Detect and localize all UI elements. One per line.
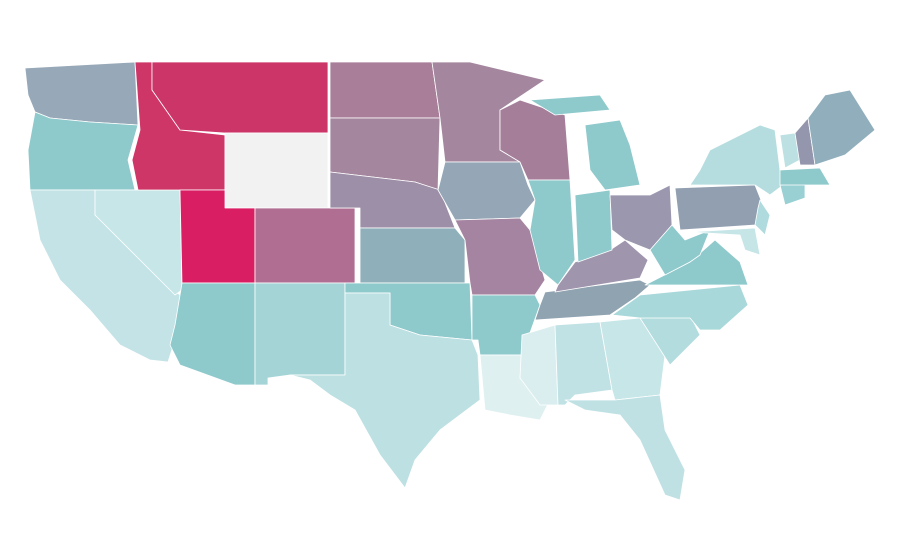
state-region <box>254 207 356 284</box>
state-region <box>807 89 876 166</box>
state-region <box>289 292 481 489</box>
state-region <box>779 167 831 186</box>
state-region <box>27 111 139 191</box>
state-region <box>151 61 329 134</box>
state-region <box>689 227 761 256</box>
state-region <box>169 282 256 386</box>
state-region <box>754 199 771 236</box>
state-region <box>649 224 711 276</box>
state-region <box>779 182 806 206</box>
state-region <box>437 161 536 221</box>
state-region <box>611 284 749 331</box>
state-region <box>519 324 559 406</box>
state-region <box>689 124 791 196</box>
state-region <box>329 61 441 119</box>
state-region <box>674 184 766 231</box>
state-region <box>224 132 329 209</box>
state-region <box>574 189 613 263</box>
state-region <box>584 119 641 191</box>
state-region <box>564 394 686 501</box>
state-region <box>527 179 576 286</box>
state-region <box>529 94 611 116</box>
state-region <box>359 227 466 284</box>
state-region <box>254 282 346 386</box>
